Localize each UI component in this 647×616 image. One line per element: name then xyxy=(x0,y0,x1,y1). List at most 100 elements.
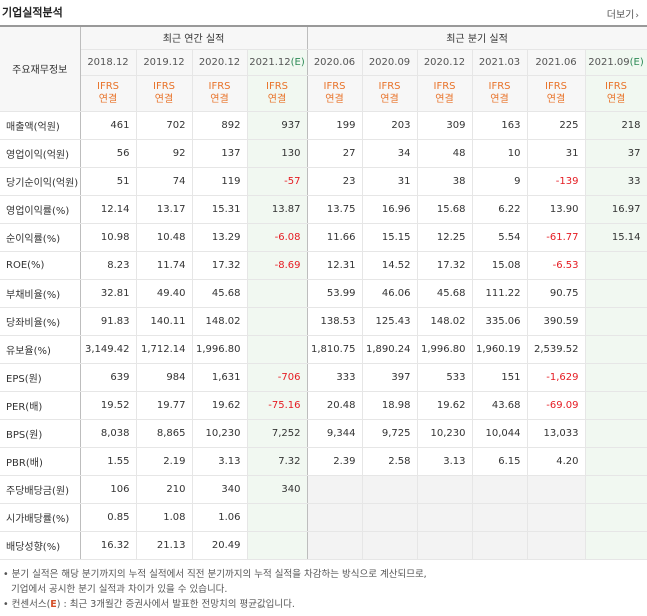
table-cell xyxy=(247,278,308,308)
table-cell: 984 xyxy=(136,362,193,392)
table-cell: 10.48 xyxy=(136,223,193,252)
table-cell: 1.08 xyxy=(136,503,193,532)
table-cell: 45.68 xyxy=(417,278,473,308)
table-cell xyxy=(527,531,586,560)
table-cell xyxy=(527,503,586,532)
ifrs-label: IFRS 연결 xyxy=(472,75,528,112)
table-cell: 8,038 xyxy=(80,419,137,448)
row-label: 유보율(%) xyxy=(0,335,81,364)
table-cell: 37 xyxy=(585,139,647,168)
table-cell: 1,810.75 xyxy=(307,335,363,364)
table-cell: 19.52 xyxy=(80,391,137,420)
period-header: 2020.12 xyxy=(192,49,248,76)
row-label: PER(배) xyxy=(0,391,81,420)
table-cell: 12.25 xyxy=(417,223,473,252)
ifrs-label: IFRS 연결 xyxy=(80,75,137,112)
table-cell xyxy=(417,474,473,504)
table-cell xyxy=(417,503,473,532)
table-row: PBR(배) 1.55 2.19 3.13 7.32 2.39 2.58 3.13 6.15 4.… xyxy=(0,447,647,476)
table-cell xyxy=(585,474,647,504)
ifrs-text: IFRS xyxy=(208,81,231,92)
table-row: 배당성향(%) 16.32 21.13 20.49 xyxy=(0,531,647,560)
table-cell: 19.62 xyxy=(192,391,248,420)
table-cell xyxy=(585,447,647,476)
table-cell xyxy=(527,474,586,504)
period-header: 2020.06 xyxy=(307,49,363,76)
table-cell: 74 xyxy=(136,167,193,196)
table-cell: 218 xyxy=(585,111,647,140)
table-cell: 49.40 xyxy=(136,278,193,308)
table-cell: 2.19 xyxy=(136,447,193,476)
table-cell: 90.75 xyxy=(527,278,586,308)
consolidated-text: 연결 xyxy=(490,94,509,105)
ifrs-text: IFRS xyxy=(378,81,401,92)
ifrs-label: IFRS 연결 xyxy=(247,75,308,112)
table-cell: 1,631 xyxy=(192,362,248,392)
table-cell xyxy=(472,531,528,560)
ifrs-text: IFRS xyxy=(433,81,456,92)
table-cell: 17.32 xyxy=(192,251,248,280)
period-header: 2021.06 xyxy=(527,49,586,76)
table-row: 영업이익(억원) 56 92 137 130 27 34 48 10 31 37 xyxy=(0,139,647,168)
table-cell: 137 xyxy=(192,139,248,168)
table-row: 영업이익률(%) 12.14 13.17 15.31 13.87 13.75 16.96 15… xyxy=(0,194,647,224)
table-cell xyxy=(585,307,647,336)
table-cell: 4.20 xyxy=(527,447,586,476)
table-cell: 19.62 xyxy=(417,391,473,420)
table-row: 주당배당금(원) 106 210 340 340 xyxy=(0,474,647,504)
table-cell: 51 xyxy=(80,167,137,196)
table-cell xyxy=(585,362,647,392)
consolidated-text: 연결 xyxy=(325,94,344,105)
note-2-prefix: • 컨센서스( xyxy=(3,599,51,610)
table-cell: 151 xyxy=(472,362,528,392)
table-cell: 2,539.52 xyxy=(527,335,586,364)
table-cell: -75.16 xyxy=(247,391,308,420)
ifrs-text: IFRS xyxy=(545,81,567,92)
table-cell: 111.22 xyxy=(472,278,528,308)
table-cell: 3.13 xyxy=(192,447,248,476)
table-cell: 309 xyxy=(417,111,473,140)
consolidated-text: 연결 xyxy=(380,94,399,105)
table-row: EPS(원) 639 984 1,631 -706 333 397 533 151 -1,629 xyxy=(0,362,647,392)
period-header: 2021.03 xyxy=(472,49,528,76)
table-cell: -6.53 xyxy=(527,251,586,280)
table-cell: 140.11 xyxy=(136,307,193,336)
table-cell: 119 xyxy=(192,167,248,196)
table-cell xyxy=(247,307,308,336)
table-cell: -139 xyxy=(527,167,586,196)
table-cell: 0.85 xyxy=(80,503,137,532)
table-cell: 9,344 xyxy=(307,419,363,448)
table-cell: 1,712.14 xyxy=(136,335,193,364)
table-cell: -57 xyxy=(247,167,308,196)
ifrs-row: IFRS 연결 IFRS 연결 IFRS 연결 IFRS 연결 IFRS 연결 IFRS 연결 IFRS… xyxy=(0,75,647,112)
table-cell xyxy=(585,503,647,532)
table-row: 순이익률(%) 10.98 10.48 13.29 -6.08 11.66 15.15 12.… xyxy=(0,223,647,252)
consolidated-text: 연결 xyxy=(267,94,287,105)
table-cell: 1,890.24 xyxy=(362,335,418,364)
estimate-marker: (E) xyxy=(290,56,305,68)
row-label: 당기순이익(억원) xyxy=(0,167,81,196)
table-cell: 340 xyxy=(192,474,248,504)
chevron-right-icon: › xyxy=(635,11,639,21)
row-label: 매출액(억원) xyxy=(0,111,81,140)
table-cell xyxy=(472,474,528,504)
ifrs-text: IFRS xyxy=(605,81,628,92)
note-2: • 컨센서스(E) : 최근 3개월간 증권사에서 발표한 전망치의 평균값입니… xyxy=(3,597,427,612)
more-link[interactable]: 더보기› xyxy=(607,6,639,21)
table-cell: 340 xyxy=(247,474,308,504)
table-cell: 937 xyxy=(247,111,308,140)
note-2-accent: E xyxy=(50,599,57,610)
table-cell xyxy=(585,251,647,280)
table-cell: 3.13 xyxy=(417,447,473,476)
table-cell: 13.17 xyxy=(136,194,193,224)
ifrs-label: IFRS 연결 xyxy=(417,75,473,112)
section-header: 기업실적분석 더보기› xyxy=(0,0,647,24)
row-label: PBR(배) xyxy=(0,447,81,476)
table-cell: 1.55 xyxy=(80,447,137,476)
period-header: 2020.12 xyxy=(417,49,473,76)
table-cell: 2.39 xyxy=(307,447,363,476)
ifrs-label: IFRS 연결 xyxy=(362,75,418,112)
ifrs-label: IFRS 연결 xyxy=(585,75,647,112)
note-1: • 분기 실적은 해당 분기까지의 누적 실적에서 직전 분기까지의 누적 실적… xyxy=(3,569,427,580)
table-cell: 10,230 xyxy=(417,419,473,448)
